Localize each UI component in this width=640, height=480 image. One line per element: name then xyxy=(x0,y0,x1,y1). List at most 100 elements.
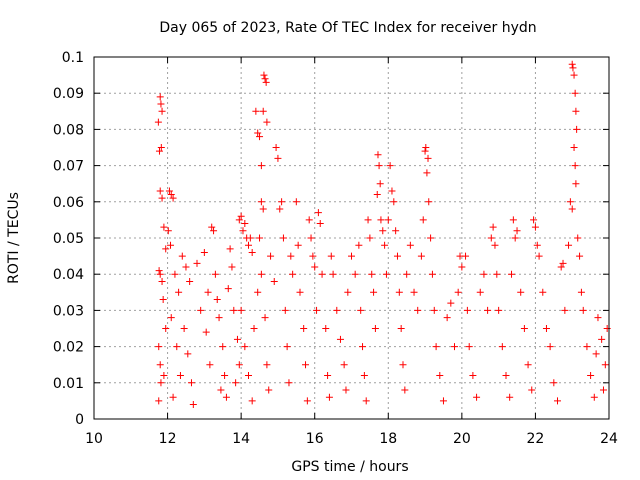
data-point xyxy=(592,350,600,358)
data-point xyxy=(254,288,262,296)
data-point xyxy=(324,372,332,380)
y-tick-label: 0.07 xyxy=(53,159,84,175)
data-point xyxy=(274,154,282,162)
data-point xyxy=(469,372,477,380)
data-point xyxy=(210,227,218,235)
data-point xyxy=(403,270,411,278)
data-point xyxy=(156,187,164,195)
data-point xyxy=(211,270,219,278)
data-point xyxy=(487,234,495,242)
data-point xyxy=(458,263,466,271)
data-point xyxy=(314,209,322,217)
data-point xyxy=(260,71,268,79)
data-point xyxy=(261,314,269,322)
data-point xyxy=(245,241,252,249)
data-point xyxy=(542,325,550,332)
data-point xyxy=(224,285,232,293)
data-point xyxy=(572,180,580,188)
data-point xyxy=(329,270,337,278)
data-point xyxy=(427,234,435,242)
data-point xyxy=(187,379,195,387)
data-point xyxy=(340,361,348,369)
x-tick-label: 14 xyxy=(232,431,250,447)
data-point xyxy=(520,325,528,332)
y-tick-label: 0.01 xyxy=(53,376,84,392)
data-point xyxy=(436,372,444,380)
y-tick-label: 0.05 xyxy=(53,231,84,247)
data-point xyxy=(572,107,580,115)
data-point xyxy=(263,361,271,369)
data-point xyxy=(388,187,396,195)
y-tick-label: 0.02 xyxy=(53,340,84,356)
data-point xyxy=(230,306,238,314)
data-point xyxy=(237,212,245,220)
data-point xyxy=(377,216,385,224)
data-point xyxy=(603,325,611,332)
data-point xyxy=(531,223,539,231)
data-points xyxy=(154,60,611,409)
data-point xyxy=(447,299,455,307)
y-tick-label: 0.1 xyxy=(62,50,84,66)
data-point xyxy=(511,234,519,242)
data-point xyxy=(357,306,365,314)
data-point xyxy=(576,252,584,260)
data-point xyxy=(351,270,359,278)
data-point xyxy=(272,144,280,151)
data-point xyxy=(392,227,400,235)
data-point xyxy=(574,234,582,242)
data-point xyxy=(241,343,249,351)
x-axis-label: GPS time / hours xyxy=(291,459,408,475)
data-point xyxy=(550,379,558,387)
data-point xyxy=(208,223,216,231)
data-point xyxy=(559,259,567,267)
data-point xyxy=(176,372,184,380)
data-point xyxy=(382,270,390,278)
data-point xyxy=(554,397,561,405)
data-point xyxy=(601,361,609,369)
data-point xyxy=(309,252,317,260)
data-point xyxy=(484,306,492,314)
data-point xyxy=(289,270,297,278)
data-point xyxy=(336,335,344,343)
data-point xyxy=(364,216,372,224)
data-point xyxy=(397,325,405,332)
data-point xyxy=(213,296,221,304)
data-point xyxy=(577,288,585,296)
data-point xyxy=(318,270,326,278)
data-point xyxy=(313,306,321,314)
data-point xyxy=(248,248,256,256)
data-point xyxy=(235,216,243,224)
data-point xyxy=(406,241,414,249)
data-point xyxy=(598,335,606,343)
data-point xyxy=(167,241,175,249)
data-point xyxy=(160,223,168,231)
data-point xyxy=(386,162,394,170)
y-tick-label: 0.04 xyxy=(53,267,84,283)
data-point xyxy=(473,393,481,401)
data-point xyxy=(303,397,311,405)
data-point xyxy=(422,144,430,151)
data-point xyxy=(489,223,497,231)
data-point xyxy=(495,306,503,314)
data-point xyxy=(376,180,384,188)
data-point xyxy=(157,144,165,151)
data-point xyxy=(300,325,308,332)
data-point xyxy=(508,270,516,278)
data-point xyxy=(164,227,172,235)
data-point xyxy=(158,107,166,115)
data-point xyxy=(322,325,330,332)
data-point xyxy=(417,252,425,260)
data-point xyxy=(257,270,265,278)
data-point xyxy=(566,198,574,206)
data-point xyxy=(265,386,273,394)
data-point xyxy=(583,343,591,351)
data-point xyxy=(155,267,163,275)
data-point xyxy=(366,234,374,242)
data-point xyxy=(254,129,262,137)
y-tick-label: 0 xyxy=(75,412,84,428)
data-point xyxy=(270,277,278,285)
data-point xyxy=(233,335,241,343)
data-point xyxy=(513,227,521,235)
data-point xyxy=(594,314,602,322)
